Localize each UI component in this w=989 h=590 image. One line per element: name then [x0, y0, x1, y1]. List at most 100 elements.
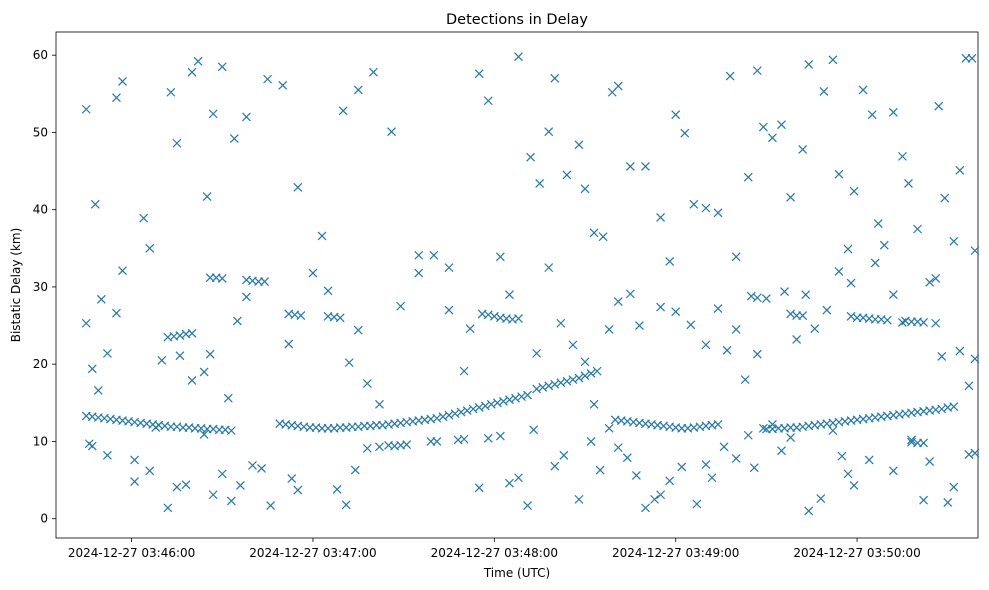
data-point: [613, 443, 623, 453]
data-point: [937, 352, 947, 361]
data-point: [970, 354, 980, 364]
data-point: [284, 339, 294, 349]
data-point: [837, 451, 847, 461]
data-point: [344, 358, 354, 368]
data-point: [786, 192, 796, 202]
data-point: [613, 297, 623, 307]
data-point: [229, 134, 239, 144]
data-point: [323, 286, 333, 296]
data-point: [752, 349, 762, 359]
data-point: [964, 381, 974, 391]
data-point: [949, 482, 959, 492]
data-point: [888, 107, 898, 117]
data-point: [556, 318, 566, 328]
data-point: [680, 128, 690, 138]
data-point: [955, 165, 965, 175]
data-point: [338, 106, 348, 116]
data-point: [293, 485, 303, 495]
data-point: [816, 494, 826, 504]
data-point: [792, 335, 802, 344]
data-point: [181, 480, 191, 490]
data-point: [459, 366, 469, 376]
data-point: [242, 292, 251, 302]
data-point: [414, 250, 424, 260]
data-point: [828, 426, 838, 436]
data-point: [293, 182, 303, 192]
x-tick-label: 2024-12-27 03:50:00: [793, 546, 920, 560]
data-point: [235, 481, 245, 490]
data-point: [523, 501, 533, 510]
data-point: [474, 69, 484, 79]
data-point: [665, 476, 675, 486]
data-point: [882, 315, 892, 325]
data-point: [846, 278, 856, 288]
data-point: [749, 463, 759, 473]
y-tick-label: 0: [40, 512, 48, 526]
data-point: [904, 178, 913, 188]
data-point: [843, 469, 853, 479]
data-point: [387, 127, 396, 137]
data-point: [375, 442, 384, 452]
data-point: [686, 320, 696, 330]
data-point: [495, 252, 505, 262]
data-point: [595, 465, 605, 475]
data-point: [888, 290, 898, 300]
data-point: [199, 430, 209, 439]
data-point: [118, 77, 127, 86]
data-point: [819, 87, 829, 96]
data-point: [761, 294, 771, 303]
data-point: [81, 104, 91, 114]
data-point: [242, 112, 251, 122]
data-point: [804, 506, 814, 516]
data-point: [641, 503, 650, 513]
data-point: [834, 267, 844, 276]
data-point: [701, 203, 711, 213]
data-point: [768, 133, 777, 143]
data-point: [562, 170, 572, 180]
data-point: [898, 151, 907, 161]
data-point: [465, 324, 475, 334]
data-point: [671, 307, 681, 317]
data-point: [514, 52, 523, 62]
data-point: [278, 80, 288, 90]
data-point: [689, 199, 699, 209]
data-point: [758, 423, 768, 433]
data-point: [444, 305, 454, 315]
data-point: [752, 293, 762, 303]
data-point: [559, 450, 569, 460]
data-point: [217, 274, 227, 283]
x-axis-ticks: 2024-12-27 03:46:00 2024-12-27 03:47:00 20…: [68, 538, 921, 560]
data-point: [849, 481, 859, 490]
data-point: [166, 87, 176, 97]
data-point: [130, 477, 140, 487]
data-point: [740, 375, 750, 385]
data-point: [849, 186, 859, 196]
data-point: [925, 457, 935, 466]
data-point: [232, 316, 242, 326]
data-point: [93, 386, 103, 395]
data-point: [731, 252, 741, 262]
data-point: [598, 232, 608, 242]
y-tick-label: 50: [33, 125, 48, 139]
data-point: [163, 503, 173, 513]
data-point: [867, 110, 877, 120]
data-point: [701, 340, 711, 350]
data-point: [226, 496, 236, 506]
data-point: [798, 311, 808, 320]
data-point: [743, 430, 753, 440]
data-point: [223, 393, 233, 403]
y-axis-ticks: 0 10 20 30 40 50 60: [33, 48, 56, 526]
data-point: [532, 348, 542, 358]
data-point: [505, 478, 514, 488]
data-point: [641, 161, 650, 171]
data-point: [102, 348, 112, 358]
data-point: [656, 490, 666, 500]
data-point: [495, 431, 505, 441]
data-point: [967, 53, 977, 63]
data-point: [677, 462, 687, 472]
data-point: [786, 433, 796, 442]
data-point: [429, 250, 439, 260]
data-point: [287, 474, 297, 483]
plot-area: [55, 31, 979, 539]
x-tick-label: 2024-12-27 03:48:00: [431, 546, 558, 560]
